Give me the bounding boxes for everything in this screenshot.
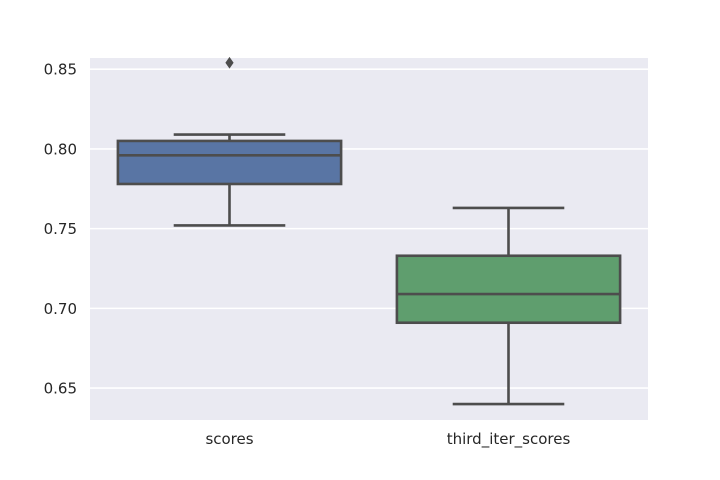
box-scores [116, 56, 343, 227]
x-axis-tick-labels: scores third_iter_scores [205, 430, 570, 449]
y-tick-label: 0.80 [44, 140, 77, 158]
outlier-point [225, 56, 234, 69]
iqr-box [395, 254, 622, 325]
plot-area-background [90, 58, 648, 420]
x-tick-label: third_iter_scores [447, 430, 571, 449]
y-tick-label: 0.70 [44, 300, 77, 318]
x-tick-label: scores [205, 430, 253, 448]
box-third_iter_scores [395, 206, 622, 406]
y-tick-label: 0.75 [44, 220, 77, 238]
iqr-box [116, 139, 343, 186]
y-tick-label: 0.65 [44, 380, 77, 398]
y-axis-tick-labels: 0.65 0.70 0.75 0.80 0.85 [44, 61, 77, 398]
y-tick-label: 0.85 [44, 61, 77, 79]
box-series [116, 56, 622, 406]
